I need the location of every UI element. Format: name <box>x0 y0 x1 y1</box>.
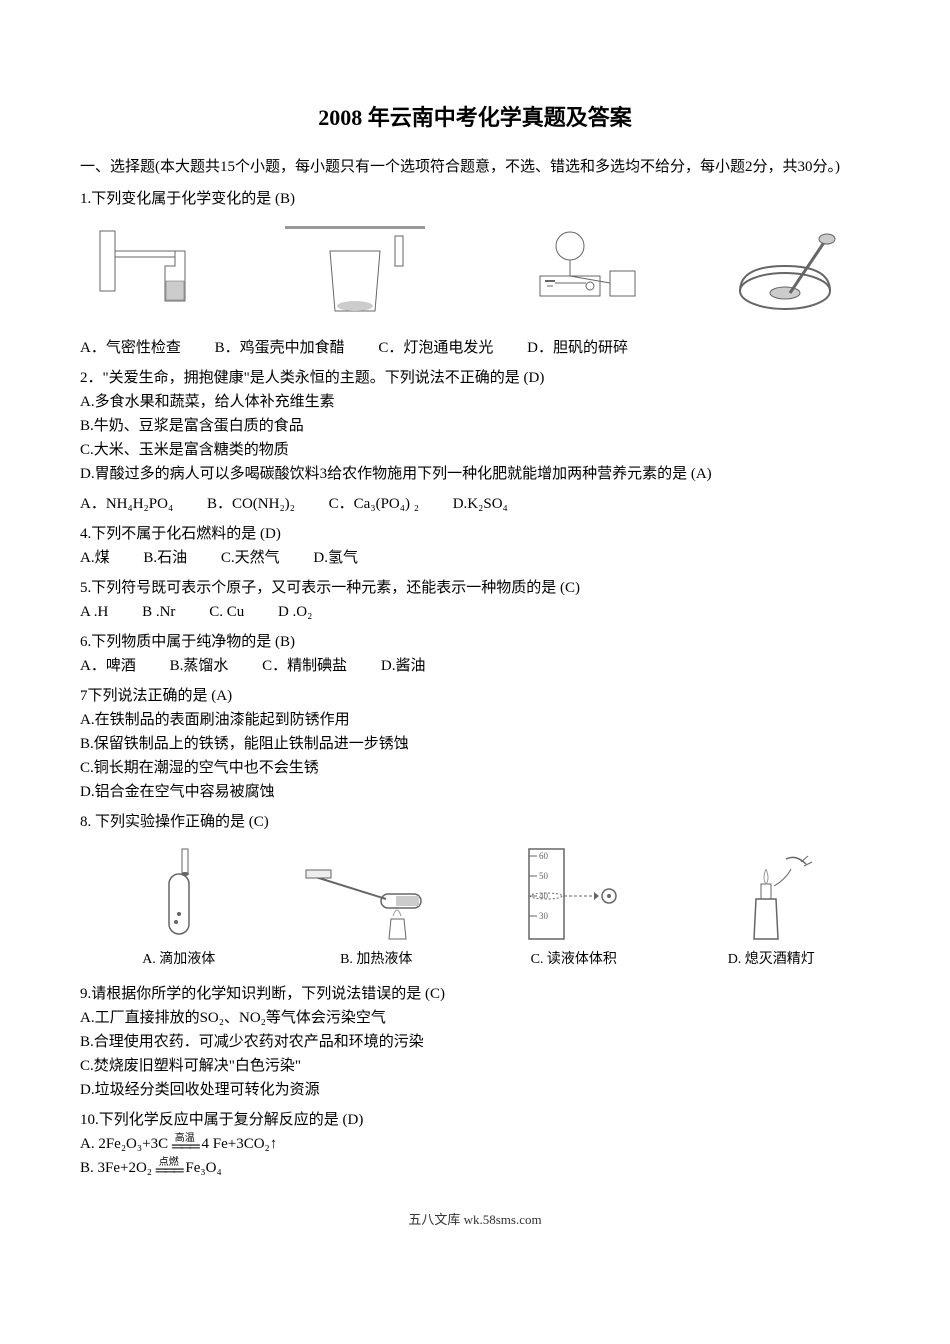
q1-opt-d: D．胆矾的研碎 <box>527 336 628 360</box>
q1-image-b <box>280 221 430 321</box>
q6-c: C．精制碘盐 <box>262 654 347 678</box>
q5-b: B .Nr <box>142 600 175 624</box>
svg-text:40: 40 <box>539 891 549 901</box>
q1-options: A．气密性检查 B．鸡蛋壳中加食醋 C．灯泡通电发光 D．胆矾的研碎 <box>80 336 870 360</box>
q2-d: D.胃酸过多的病人可以多喝碳酸饮料3给农作物施用下列一种化肥就能增加两种营养元素… <box>80 462 870 486</box>
q10-eq-a: A. 2Fe₂O₃+3C 高温 ═══ 4 Fe+3CO₂↑ <box>80 1132 870 1156</box>
q3-d: D.K₂SO₄ <box>453 492 508 516</box>
q10-eqB-left: B. 3Fe+2O₂ <box>80 1160 152 1176</box>
q2-a: A.多食水果和蔬菜，给人体补充维生素 <box>80 390 870 414</box>
question-3-options: A．NH₄H₂PO₄ B．CO(NH₂)₂ C．Ca₃(PO₄) ₂ D.K₂S… <box>80 492 870 516</box>
q7-c: C.铜长期在潮湿的空气中也不会生锈 <box>80 756 870 780</box>
q9-a: A.工厂直接排放的SO₂、NO₂等气体会污染空气 <box>80 1006 870 1030</box>
q8-caption-d: D. 熄灭酒精灯 <box>728 949 815 971</box>
q2-b: B.牛奶、豆浆是富含蛋白质的食品 <box>80 414 870 438</box>
q1-image-d <box>730 221 860 321</box>
q10-eqB-right: Fe₃O₄ <box>185 1160 221 1176</box>
q8-caption-c: C. 读液体体积 <box>531 949 617 971</box>
q5-c: C. Cu <box>209 600 244 624</box>
q1-opt-c: C．灯泡通电发光 <box>378 336 493 360</box>
q4-d: D.氢气 <box>313 546 358 570</box>
q1-opt-a: A．气密性检查 <box>80 336 181 360</box>
q2-text: 2．"关爱生命，拥抱健康"是人类永恒的主题。下列说法不正确的是 (D) <box>80 366 870 390</box>
q6-text: 6.下列物质中属于纯净物的是 (B) <box>80 630 870 654</box>
q3-a: A．NH₄H₂PO₄ <box>80 492 173 516</box>
svg-text:60: 60 <box>539 851 549 861</box>
q4-text: 4.下列不属于化石燃料的是 (D) <box>80 522 870 546</box>
q1-image-a <box>90 221 200 321</box>
svg-text:30: 30 <box>539 911 549 921</box>
q8-image-d: D. 熄灭酒精灯 <box>673 844 871 971</box>
q8-image-b: B. 加热液体 <box>278 844 476 971</box>
q9-c: C.焚烧废旧塑料可解决"白色污染" <box>80 1054 870 1078</box>
question-5: 5.下列符号既可表示个原子，又可表示一种元素，还能表示一种物质的是 (C) A … <box>80 576 870 624</box>
q2-c: C.大米、玉米是富含糖类的物质 <box>80 438 870 462</box>
q4-a: A.煤 <box>80 546 110 570</box>
question-9: 9.请根据你所学的化学知识判断，下列说法错误的是 (C) A.工厂直接排放的SO… <box>80 982 870 1102</box>
q1-images <box>80 221 870 321</box>
q4-c: C.天然气 <box>221 546 280 570</box>
question-2: 2．"关爱生命，拥抱健康"是人类永恒的主题。下列说法不正确的是 (D) A.多食… <box>80 366 870 486</box>
q7-text: 7下列说法正确的是 (A) <box>80 684 870 708</box>
q8-text: 8. 下列实验操作正确的是 (C) <box>80 810 870 834</box>
q5-d: D .O₂ <box>278 600 312 624</box>
q3-c: C．Ca₃(PO₄) ₂ <box>329 492 419 516</box>
q6-b: B.蒸馏水 <box>170 654 229 678</box>
q9-b: B.合理使用农药．可减少农药对农产品和环境的污染 <box>80 1030 870 1054</box>
q1-text: 1.下列变化属于化学变化的是 (B) <box>80 187 870 211</box>
q10-eqA-right: 4 Fe+3CO₂↑ <box>201 1136 277 1152</box>
question-6: 6.下列物质中属于纯净物的是 (B) A．啤酒 B.蒸馏水 C．精制碘盐 D.酱… <box>80 630 870 678</box>
q10-eq-b: B. 3Fe+2O₂ 点燃 ═══ Fe₃O₄ <box>80 1156 870 1180</box>
q7-a: A.在铁制品的表面刷油漆能起到防锈作用 <box>80 708 870 732</box>
q7-b: B.保留铁制品上的铁锈，能阻止铁制品进一步锈蚀 <box>80 732 870 756</box>
q6-a: A．啤酒 <box>80 654 136 678</box>
q1-opt-b: B．鸡蛋壳中加食醋 <box>215 336 345 360</box>
q10-text: 10.下列化学反应中属于复分解反应的是 (D) <box>80 1108 870 1132</box>
q8-caption-b: B. 加热液体 <box>340 949 412 971</box>
section-instruction: 一、选择题(本大题共15个小题，每小题只有一个选项符合题意，不选、错选和多选均不… <box>80 155 870 179</box>
page-title: 2008 年云南中考化学真题及答案 <box>80 100 870 135</box>
q1-image-c <box>510 221 650 321</box>
q4-b: B.石油 <box>143 546 187 570</box>
question-1: 1.下列变化属于化学变化的是 (B) <box>80 187 870 211</box>
q5-text: 5.下列符号既可表示个原子，又可表示一种元素，还能表示一种物质的是 (C) <box>80 576 870 600</box>
q8-caption-a: A. 滴加液体 <box>142 949 215 971</box>
q3-b: B．CO(NH₂)₂ <box>207 492 295 516</box>
q8-images: A. 滴加液体 B. 加热液体 60 50 40 30 <box>80 844 870 971</box>
q6-d: D.酱油 <box>381 654 426 678</box>
question-10: 10.下列化学反应中属于复分解反应的是 (D) A. 2Fe₂O₃+3C 高温 … <box>80 1108 870 1180</box>
q7-d: D.铝合金在空气中容易被腐蚀 <box>80 780 870 804</box>
q5-a: A .H <box>80 600 108 624</box>
question-7: 7下列说法正确的是 (A) A.在铁制品的表面刷油漆能起到防锈作用 B.保留铁制… <box>80 684 870 804</box>
q9-d: D.垃圾经分类回收处理可转化为资源 <box>80 1078 870 1102</box>
q10-eqA-left: A. 2Fe₂O₃+3C <box>80 1136 168 1152</box>
q8-image-c: 60 50 40 30 C. 读液体体积 <box>475 844 673 971</box>
q9-text: 9.请根据你所学的化学知识判断，下列说法错误的是 (C) <box>80 982 870 1006</box>
page-footer: 五八文库 wk.58sms.com <box>80 1210 870 1231</box>
svg-text:50: 50 <box>539 871 549 881</box>
q8-image-a: A. 滴加液体 <box>80 844 278 971</box>
question-4: 4.下列不属于化石燃料的是 (D) A.煤 B.石油 C.天然气 D.氢气 <box>80 522 870 570</box>
question-8: 8. 下列实验操作正确的是 (C) <box>80 810 870 834</box>
